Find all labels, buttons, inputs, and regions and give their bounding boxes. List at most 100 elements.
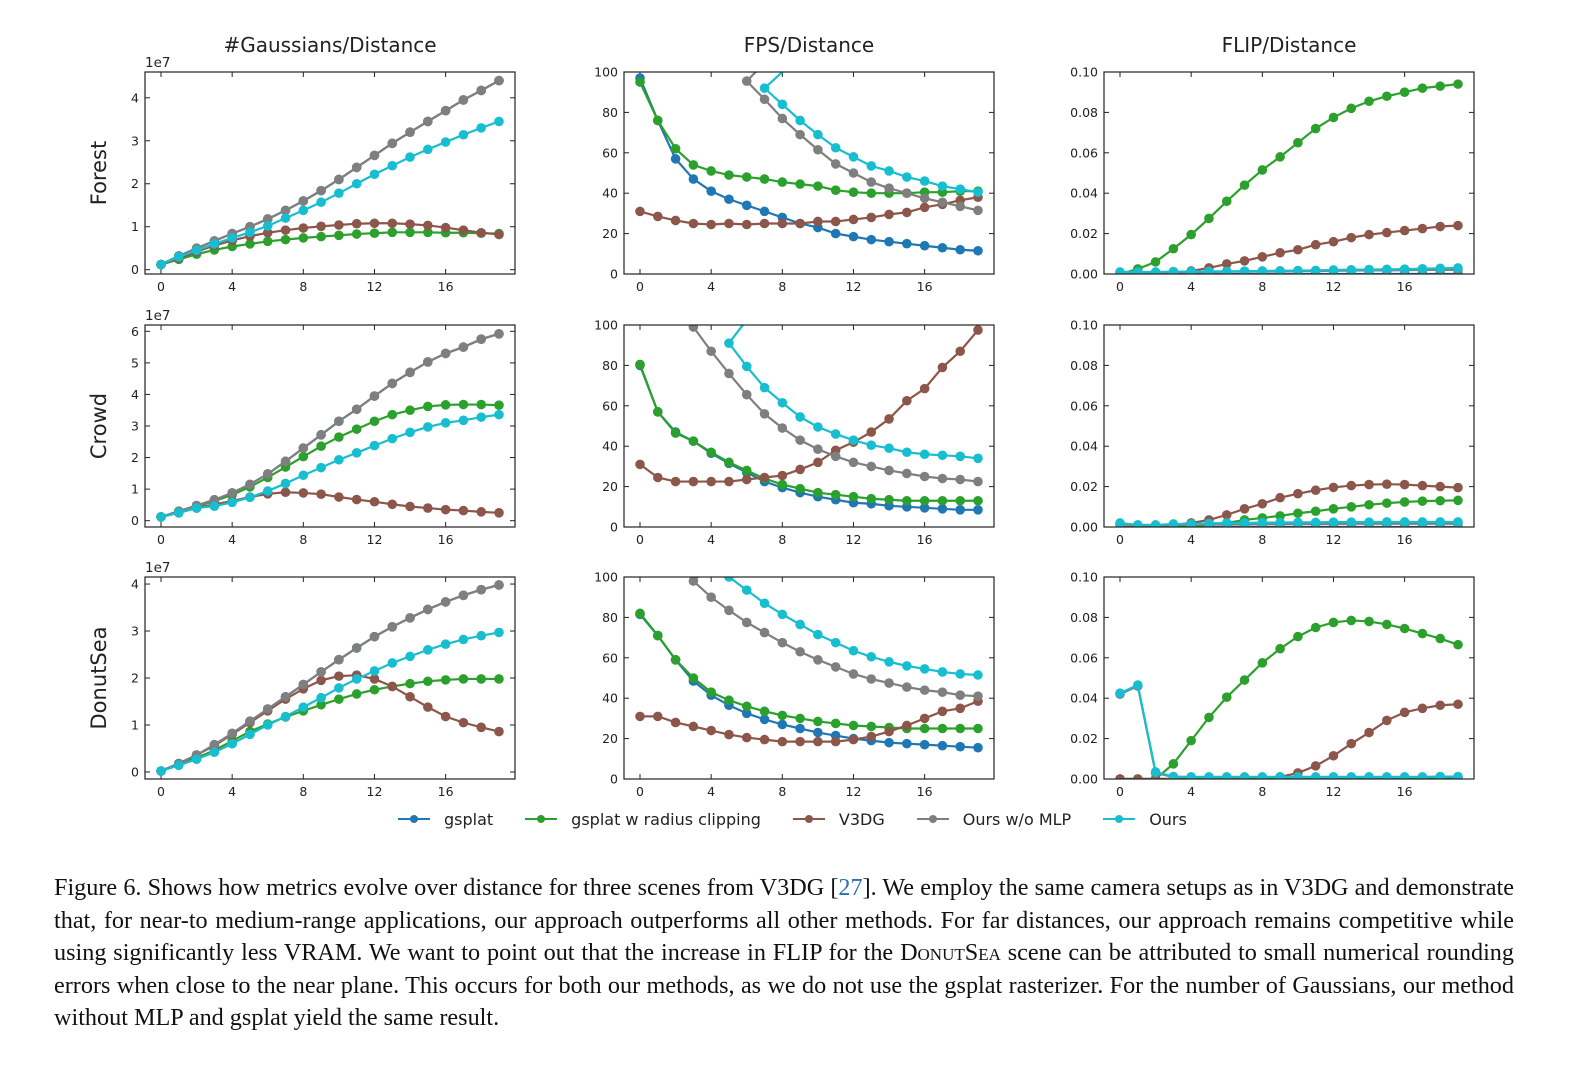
- data-point-ours: [902, 447, 912, 458]
- data-point-gsplat: [866, 234, 877, 245]
- legend-item-v3dg: V3DG: [791, 810, 885, 829]
- data-point-ours: [369, 440, 380, 451]
- data-point-ours-w-o-mlp: [759, 409, 770, 419]
- data-point-ours: [919, 176, 930, 186]
- data-point-gsplat-w-radius-clipping: [777, 479, 788, 490]
- data-point-ours-w-o-mlp: [777, 113, 788, 124]
- data-point-ours: [227, 738, 237, 749]
- data-point-ours: [1132, 520, 1143, 527]
- data-point-gsplat-w-radius-clipping: [706, 687, 716, 697]
- x-tick-label: 16: [1397, 784, 1413, 799]
- data-point-ours-w-o-mlp: [813, 144, 823, 155]
- data-point-gsplat: [848, 231, 859, 242]
- data-point-ours-w-o-mlp: [440, 105, 451, 116]
- data-point-gsplat-w-radius-clipping: [1275, 643, 1285, 654]
- y-tick-label: 60: [602, 650, 618, 665]
- data-point-ours: [262, 486, 273, 496]
- citation-link[interactable]: 27: [838, 874, 863, 901]
- data-point-ours: [902, 172, 912, 182]
- data-point-ours: [724, 577, 734, 582]
- data-point-ours: [1204, 518, 1214, 527]
- y-tick-label: 0.06: [1070, 650, 1098, 665]
- x-tick-label: 16: [1397, 532, 1413, 547]
- data-point-ours-w-o-mlp: [405, 367, 415, 378]
- data-point-ours-w-o-mlp: [919, 685, 930, 695]
- data-point-v3dg: [1239, 256, 1250, 266]
- series-group: [635, 72, 983, 256]
- data-point-v3dg: [298, 488, 309, 498]
- data-point-ours: [298, 205, 309, 216]
- data-point-v3dg: [635, 206, 645, 217]
- data-point-gsplat-w-radius-clipping: [1453, 639, 1463, 650]
- data-point-ours: [405, 427, 415, 438]
- column-title: #Gaussians/Distance: [223, 33, 436, 57]
- data-point-ours: [973, 453, 983, 464]
- data-point-gsplat-w-radius-clipping: [777, 177, 788, 187]
- data-point-v3dg: [937, 362, 948, 373]
- data-point-v3dg: [369, 674, 380, 684]
- data-point-gsplat-w-radius-clipping: [795, 179, 805, 189]
- data-point-gsplat-w-radius-clipping: [1239, 675, 1250, 685]
- data-point-gsplat-w-radius-clipping: [494, 674, 504, 684]
- data-point-ours: [1382, 772, 1392, 779]
- data-point-gsplat: [724, 194, 734, 205]
- data-point-ours-w-o-mlp: [830, 451, 841, 462]
- x-tick-label: 4: [707, 784, 715, 799]
- data-point-v3dg: [1275, 492, 1285, 503]
- data-point-ours: [387, 658, 398, 668]
- legend-marker-ours-wo-mlp: [915, 812, 951, 826]
- data-point-ours-w-o-mlp: [209, 739, 220, 750]
- data-point-ours-w-o-mlp: [316, 430, 326, 440]
- y-tick-label: 20: [602, 226, 618, 241]
- data-point-gsplat-w-radius-clipping: [759, 174, 770, 184]
- panel-crowd-flip: 0 4 8 12 16 0.00 0.02 0.04 0.06 0.08 0.10: [1070, 318, 1475, 547]
- data-point-v3dg: [494, 507, 504, 518]
- data-point-v3dg: [1382, 479, 1392, 489]
- data-point-v3dg: [902, 207, 912, 218]
- plot-frame: [1103, 576, 1475, 780]
- data-point-v3dg: [741, 474, 752, 485]
- series-group: [635, 325, 983, 515]
- y-tick-label: 0: [131, 262, 139, 277]
- data-point-gsplat-w-radius-clipping: [423, 227, 433, 238]
- data-point-gsplat-w-radius-clipping: [1293, 631, 1303, 642]
- data-point-gsplat-w-radius-clipping: [316, 441, 326, 452]
- data-point-ours: [245, 492, 255, 503]
- data-point-v3dg: [688, 476, 699, 487]
- data-point-v3dg: [369, 496, 380, 507]
- x-tick-label: 0: [1116, 784, 1124, 799]
- data-point-gsplat-w-radius-clipping: [334, 230, 344, 241]
- data-point-v3dg: [973, 325, 983, 335]
- data-point-ours-w-o-mlp: [351, 404, 362, 415]
- data-point-ours-w-o-mlp: [866, 461, 877, 472]
- series-line-ours-w-o-mlp: [691, 577, 979, 698]
- data-point-gsplat-w-radius-clipping: [405, 227, 415, 238]
- data-point-gsplat-w-radius-clipping: [316, 231, 326, 242]
- x-tick-label: 0: [1116, 279, 1124, 294]
- data-point-ours: [316, 197, 326, 208]
- data-point-gsplat-w-radius-clipping: [741, 172, 752, 182]
- data-point-ours: [795, 115, 805, 126]
- data-point-ours: [423, 645, 433, 655]
- y-tick-label: 5: [131, 355, 139, 370]
- data-point-ours: [458, 129, 469, 140]
- data-point-ours: [1417, 263, 1428, 274]
- data-point-ours: [156, 766, 166, 776]
- data-point-gsplat-w-radius-clipping: [1346, 615, 1357, 626]
- data-point-ours-w-o-mlp: [813, 444, 823, 455]
- data-point-gsplat: [688, 174, 699, 184]
- data-point-ours-w-o-mlp: [440, 597, 451, 607]
- data-point-gsplat-w-radius-clipping: [1239, 180, 1250, 190]
- data-point-ours: [1150, 520, 1161, 527]
- data-point-v3dg: [741, 732, 752, 743]
- data-point-ours-w-o-mlp: [848, 168, 859, 178]
- data-point-v3dg: [1364, 727, 1374, 738]
- data-point-v3dg: [316, 489, 326, 499]
- data-point-gsplat-w-radius-clipping: [494, 400, 504, 410]
- x-tick-label: 16: [917, 784, 933, 799]
- x-tick-label: 4: [1187, 532, 1195, 547]
- data-point-ours: [884, 166, 894, 176]
- panel-forest-fps: 0 4 8 12 16 0 20 40 60 80 100: [594, 65, 995, 294]
- data-point-ours-w-o-mlp: [902, 188, 912, 198]
